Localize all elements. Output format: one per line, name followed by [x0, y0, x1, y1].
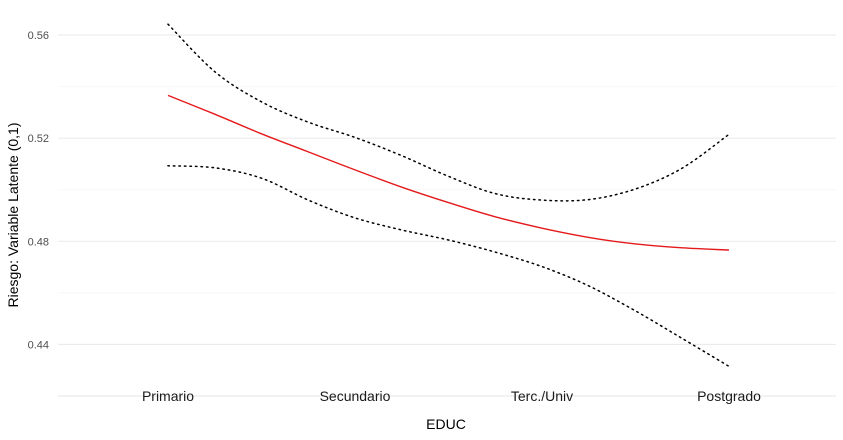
x-tick-label: Primario	[142, 388, 194, 404]
x-axis-title: EDUC	[426, 416, 466, 432]
y-tick-label: 0.44	[28, 339, 49, 351]
y-axis-ticks: 0.44 0.48 0.52 0.56	[28, 30, 49, 351]
series-layer	[167, 23, 730, 368]
x-tick-label: Postgrado	[697, 388, 761, 404]
grid-layer	[58, 34, 836, 397]
x-axis-ticks: Primario Secundario Terc./Univ Postgrado	[142, 388, 761, 404]
lower-ci-line	[167, 165, 730, 368]
y-axis-title: Riesgo: Variable Latente (0,1)	[5, 123, 21, 308]
y-tick-label: 0.52	[28, 133, 49, 145]
estimate-line	[167, 94, 730, 251]
x-tick-label: Terc./Univ	[511, 388, 573, 404]
y-tick-label: 0.48	[28, 236, 49, 248]
x-tick-label: Secundario	[320, 388, 391, 404]
upper-ci-line	[167, 23, 730, 202]
y-tick-label: 0.56	[28, 30, 49, 42]
